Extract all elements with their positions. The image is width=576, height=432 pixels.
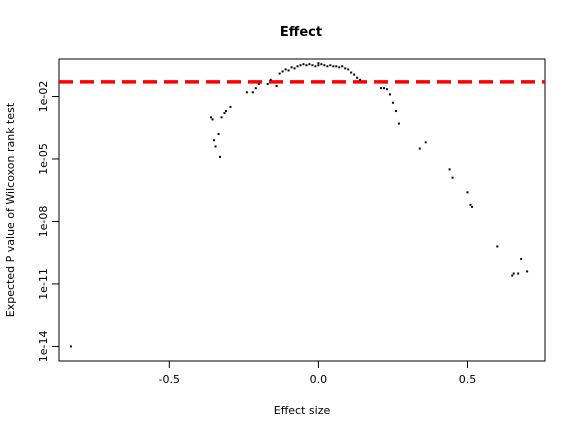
data-point	[214, 145, 217, 148]
data-point	[496, 245, 499, 248]
data-point	[332, 65, 335, 68]
data-point	[448, 168, 451, 171]
data-point	[284, 68, 287, 71]
data-point	[341, 65, 344, 68]
data-point	[223, 112, 226, 115]
data-point	[520, 257, 523, 260]
data-point	[211, 118, 214, 121]
data-point	[470, 205, 473, 208]
data-point	[217, 132, 220, 135]
data-point	[380, 87, 383, 90]
y-tick-label: 1e-14	[37, 331, 50, 363]
y-tick-label: 1e-05	[37, 143, 50, 175]
x-tick-label: 0.5	[459, 373, 477, 386]
points-layer	[69, 62, 529, 348]
data-point	[302, 63, 305, 66]
y-tick-label: 1e-02	[37, 81, 50, 113]
y-axis: 1e-14 1e-11 1e-08 1e-05 1e-02	[37, 81, 59, 363]
data-point	[314, 65, 317, 68]
data-point	[257, 82, 260, 85]
data-point	[245, 91, 248, 94]
data-point	[329, 64, 332, 67]
data-point	[350, 71, 353, 74]
data-point	[296, 65, 299, 68]
data-point	[326, 65, 329, 68]
data-point	[385, 88, 388, 91]
data-point	[511, 274, 514, 277]
data-point	[517, 272, 520, 275]
data-point	[269, 78, 272, 81]
data-point	[281, 70, 284, 73]
data-point	[219, 155, 222, 158]
data-point	[213, 139, 216, 142]
data-point	[418, 147, 421, 150]
data-point	[356, 76, 359, 79]
plot-frame	[58, 58, 546, 362]
data-point	[293, 67, 296, 70]
data-point	[512, 272, 515, 275]
data-point	[353, 73, 356, 76]
data-point	[278, 72, 281, 75]
data-point	[287, 69, 290, 72]
data-point	[394, 110, 397, 113]
data-point	[220, 116, 223, 119]
data-point	[275, 85, 278, 88]
x-tick-label: 0.0	[310, 373, 328, 386]
data-point	[317, 62, 320, 65]
data-point	[469, 203, 472, 206]
data-point	[299, 64, 302, 67]
data-point	[229, 105, 232, 108]
data-point	[308, 63, 311, 66]
x-axis-title: Effect size	[274, 404, 331, 417]
data-point	[359, 78, 362, 81]
data-point	[320, 63, 323, 66]
data-point	[335, 65, 338, 68]
y-tick-label: 1e-11	[37, 268, 50, 300]
data-point	[323, 64, 326, 67]
data-point	[224, 110, 227, 113]
data-point	[210, 116, 213, 119]
data-point	[251, 91, 254, 94]
data-point	[69, 345, 72, 348]
data-point	[305, 64, 308, 67]
data-point	[391, 101, 394, 104]
data-point	[311, 64, 314, 67]
data-point	[451, 176, 454, 179]
data-point	[424, 141, 427, 144]
data-point	[347, 68, 350, 71]
data-point	[388, 93, 391, 96]
data-point	[466, 191, 469, 194]
data-point	[317, 64, 320, 67]
data-point	[290, 66, 293, 69]
data-point	[526, 270, 529, 273]
y-axis-title: Expected P value of Wilcoxon rank test	[4, 102, 17, 317]
data-point	[397, 122, 400, 125]
data-point	[266, 82, 269, 85]
data-point	[254, 87, 257, 90]
chart-title: Effect	[280, 25, 322, 40]
x-axis: -0.5 0.0 0.5	[159, 361, 477, 386]
y-tick-label: 1e-08	[37, 206, 50, 238]
data-point	[344, 67, 347, 70]
data-point	[338, 66, 341, 69]
data-point	[382, 87, 385, 90]
x-tick-label: -0.5	[159, 373, 180, 386]
